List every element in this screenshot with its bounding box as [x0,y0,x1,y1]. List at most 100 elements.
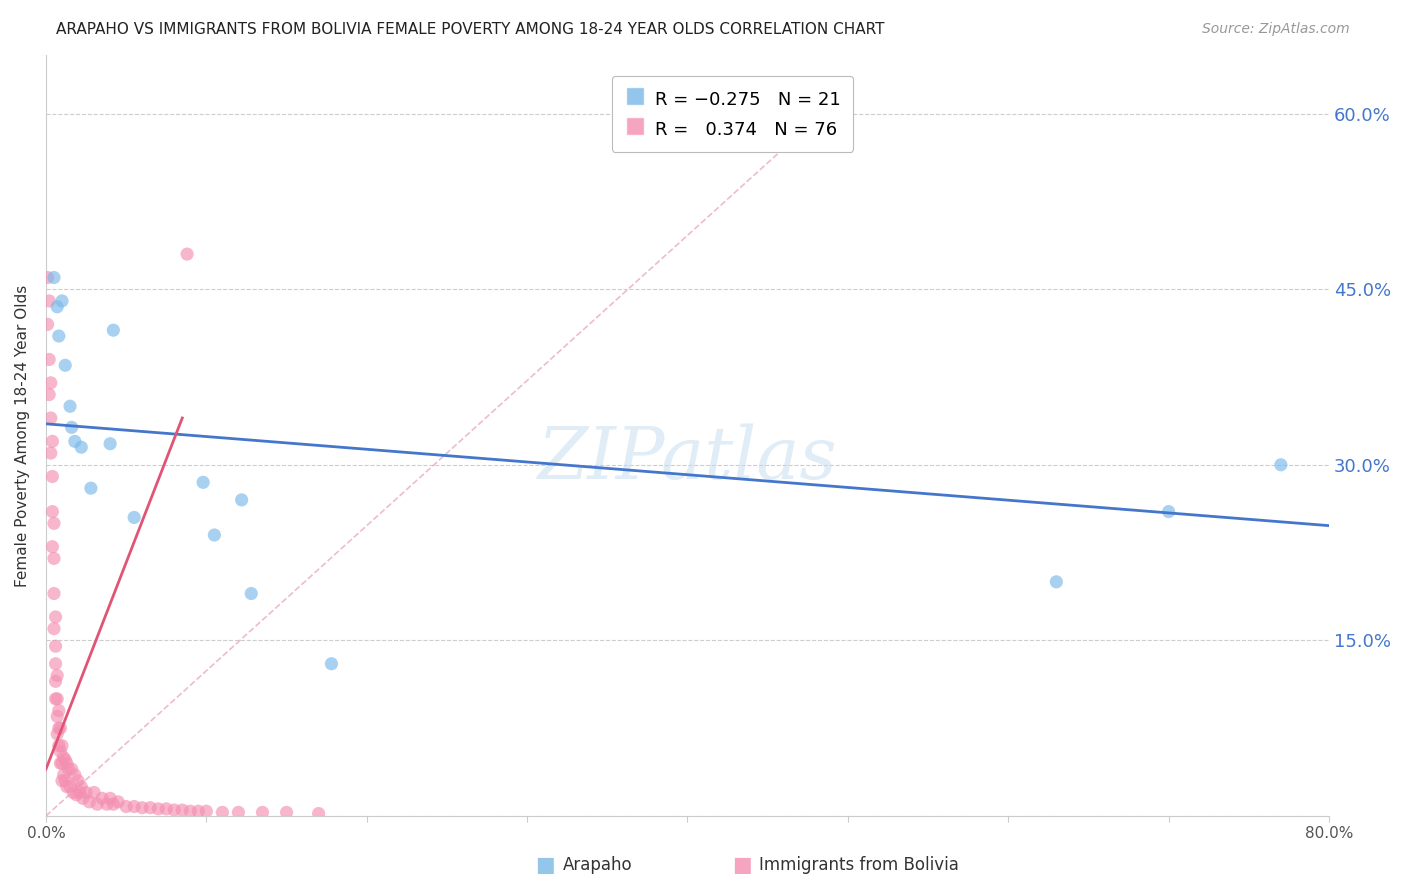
Point [231,492,253,507]
Point [163,803,186,817]
Point [139,801,162,815]
Point [1045,574,1067,589]
Point [38,352,60,367]
Point [56,756,79,771]
Point [179,804,201,818]
Point [52,750,75,764]
Point [51,756,73,771]
Point [42,516,65,531]
Point [308,806,330,821]
Point [63,768,86,782]
Point [75,785,97,799]
Point [42,586,65,600]
Point [202,528,225,542]
Point [39,446,62,460]
Point [46,300,69,314]
Point [70,440,93,454]
Point [46,709,69,723]
Point [41,505,63,519]
Y-axis label: Female Poverty Among 18-24 Year Olds: Female Poverty Among 18-24 Year Olds [15,285,30,587]
Point [45,610,67,624]
Point [195,804,218,818]
Point [77,795,100,809]
Point [80,481,103,495]
Point [107,795,129,809]
Point [240,586,263,600]
Point [70,780,93,794]
Point [155,802,177,816]
Point [83,785,105,799]
Point [98,791,121,805]
Point [49,745,72,759]
Point [42,622,65,636]
Point [37,270,59,285]
Point [321,657,343,671]
Point [39,376,62,390]
Point [69,785,91,799]
Point [191,475,214,490]
Point [176,247,198,261]
Point [58,762,80,776]
Point [41,469,63,483]
Point [45,639,67,653]
Text: Source: ZipAtlas.com: Source: ZipAtlas.com [1202,22,1350,37]
Point [103,323,125,337]
Point [51,739,73,753]
Point [131,801,153,815]
Text: ■: ■ [733,855,752,875]
Point [252,805,274,820]
Point [46,727,69,741]
Point [38,293,60,308]
Point [60,762,83,776]
Point [98,436,121,450]
Point [48,739,70,753]
Text: ARAPAHO VS IMMIGRANTS FROM BOLIVIA FEMALE POVERTY AMONG 18-24 YEAR OLDS CORRELAT: ARAPAHO VS IMMIGRANTS FROM BOLIVIA FEMAL… [56,22,884,37]
Point [63,434,86,449]
Point [67,773,90,788]
Point [46,691,69,706]
Point [91,791,114,805]
Legend: R = −0.275   N = 21, R =   0.374   N = 76: R = −0.275 N = 21, R = 0.374 N = 76 [612,76,853,152]
Point [53,773,76,788]
Point [56,780,79,794]
Point [72,791,94,805]
Point [187,804,209,818]
Point [53,359,76,373]
Point [96,797,118,812]
Point [211,805,233,820]
Point [42,551,65,566]
Point [172,803,194,817]
Text: ZIPatlas: ZIPatlas [537,423,838,493]
Point [52,768,75,782]
Point [45,691,67,706]
Point [148,802,170,816]
Point [228,805,250,820]
Point [59,780,82,794]
Point [53,753,76,767]
Point [41,434,63,449]
Point [45,657,67,671]
Text: Arapaho: Arapaho [562,856,633,874]
Point [51,773,73,788]
Point [48,329,70,343]
Point [59,399,82,413]
Point [122,510,145,524]
Point [122,799,145,814]
Point [1270,458,1292,472]
Point [45,674,67,689]
Point [48,721,70,735]
Point [62,785,84,799]
Point [46,668,69,682]
Text: ■: ■ [536,855,555,875]
Point [49,721,72,735]
Point [48,704,70,718]
Point [103,797,125,812]
Point [276,805,298,820]
Text: Immigrants from Bolivia: Immigrants from Bolivia [759,856,959,874]
Point [60,420,83,434]
Point [51,293,73,308]
Point [37,318,59,332]
Point [115,799,138,814]
Point [65,788,87,802]
Point [42,270,65,285]
